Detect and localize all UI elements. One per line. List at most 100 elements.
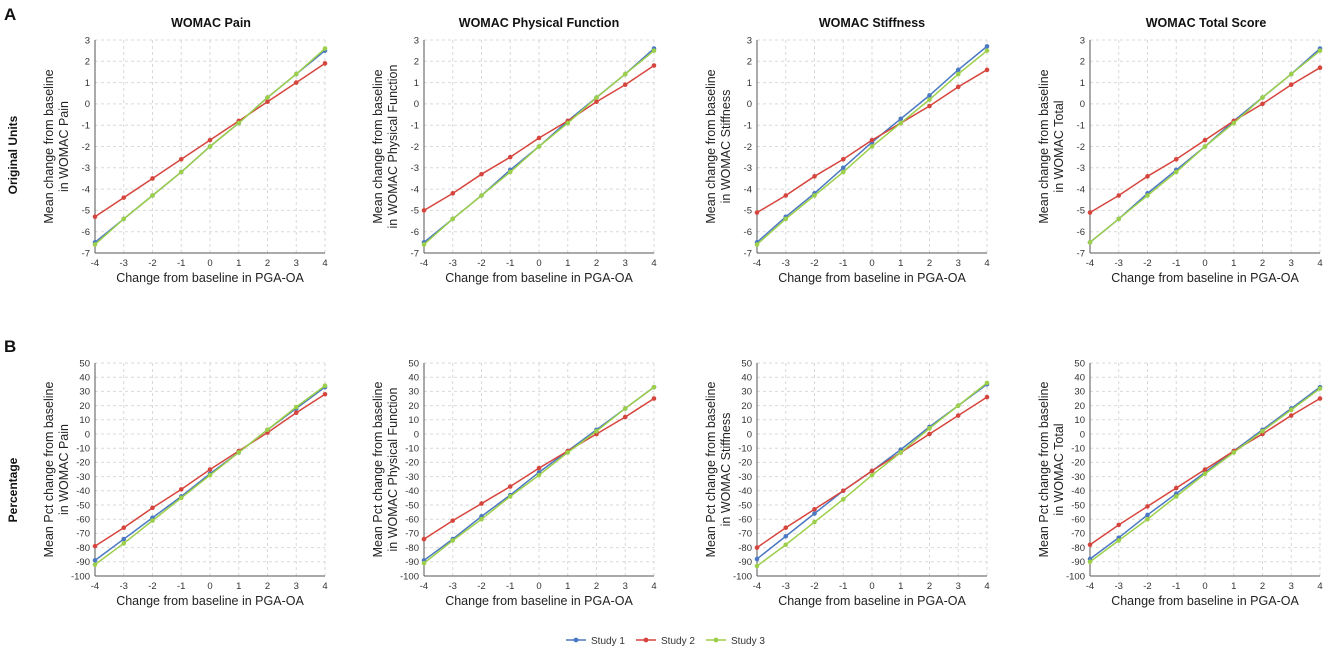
- y-axis-label-line: in WOMAC Stiffness: [719, 90, 733, 204]
- x-tick-label: 3: [294, 258, 299, 269]
- data-point-study-2: [121, 195, 127, 200]
- x-axis-label: Change from baseline in PGA-OA: [778, 271, 966, 285]
- y-tick-label: 40: [1074, 373, 1085, 384]
- y-tick-label: -1: [82, 121, 90, 132]
- data-point-study-3: [651, 384, 657, 390]
- data-point-study-3: [812, 519, 817, 525]
- data-point-study-2: [869, 468, 875, 474]
- data-point-study-3: [536, 472, 542, 478]
- y-axis-label: Mean Pct change from baselinein WOMAC To…: [1037, 382, 1066, 558]
- y-tick-label: -4: [411, 184, 419, 195]
- data-point-study-3: [1260, 95, 1265, 100]
- y-tick-label: -60: [1071, 515, 1085, 526]
- data-point-study-3: [984, 48, 990, 53]
- column-title-pain: WOMAC Pain: [171, 16, 251, 30]
- data-point-study-2: [121, 525, 127, 531]
- data-point-study-3: [178, 495, 184, 501]
- y-tick-label: 0: [414, 99, 419, 110]
- row-label-original-units: Original Units: [6, 115, 20, 194]
- x-tick-label: -2: [148, 258, 156, 269]
- y-tick-label: -2: [744, 142, 752, 153]
- x-tick-label: 2: [594, 258, 599, 269]
- data-point-study-2: [322, 391, 328, 397]
- data-point-study-1: [927, 93, 932, 98]
- y-tick-label: -3: [1077, 163, 1085, 174]
- y-tick-label: 30: [79, 387, 90, 398]
- x-axis-label: Change from baseline in PGA-OA: [1111, 271, 1299, 285]
- x-tick-label: 2: [594, 581, 599, 592]
- y-tick-label: -80: [738, 543, 752, 554]
- y-tick-label: -5: [744, 206, 752, 217]
- data-point-study-2: [322, 61, 328, 66]
- data-point-study-2: [479, 501, 484, 506]
- y-tick-label: -20: [405, 458, 419, 469]
- y-tick-label: -60: [76, 515, 90, 526]
- x-tick-label: -4: [91, 581, 99, 592]
- chart-panel-6: -100-90-80-70-60-50-40-30-20-10010203040…: [704, 358, 990, 608]
- data-point-study-2: [622, 82, 628, 88]
- data-point-study-2: [1260, 101, 1265, 107]
- x-tick-label: -1: [506, 258, 514, 269]
- y-axis-label-line: Mean Pct change from baseline: [704, 382, 718, 558]
- y-axis-label-line: Mean Pct change from baseline: [1037, 382, 1051, 558]
- x-tick-label: -1: [1172, 258, 1180, 269]
- y-tick-label: -50: [1071, 500, 1085, 511]
- data-point-study-3: [178, 169, 184, 175]
- y-tick-label: -40: [738, 486, 752, 497]
- data-point-study-3: [507, 494, 513, 499]
- y-tick-label: 10: [79, 415, 90, 426]
- x-tick-label: 3: [956, 581, 961, 592]
- data-point-study-3: [869, 144, 875, 149]
- y-tick-label: 40: [741, 373, 752, 384]
- x-tick-label: 1: [565, 258, 570, 269]
- data-point-study-2: [984, 67, 990, 73]
- data-point-study-2: [1173, 156, 1179, 162]
- y-tick-label: -5: [1077, 206, 1085, 217]
- x-tick-label: -3: [449, 581, 457, 592]
- data-point-study-3: [565, 450, 571, 455]
- data-point-study-1: [898, 116, 904, 122]
- y-tick-label: -50: [405, 500, 419, 511]
- x-tick-label: 4: [1317, 581, 1322, 592]
- column-title-stiffness: WOMAC Stiffness: [819, 16, 925, 30]
- x-tick-label: 3: [956, 258, 961, 269]
- data-point-study-3: [121, 541, 127, 546]
- y-tick-label: -100: [400, 571, 419, 582]
- data-point-study-3: [1231, 120, 1237, 126]
- x-tick-label: -3: [1115, 581, 1123, 592]
- y-tick-label: -3: [411, 163, 419, 174]
- chart-panel-2: -7 -6 -5 -4 -3 -2 -1 0 1 2 3 -4 -3 -2 -1 0 1 2 3 4 Change fr…: [704, 35, 990, 285]
- data-point-study-3: [421, 242, 427, 247]
- y-tick-label: -6: [82, 227, 90, 238]
- data-point-study-3: [293, 404, 299, 410]
- data-point-study-2: [1087, 210, 1093, 215]
- y-tick-label: 10: [741, 415, 752, 426]
- x-tick-label: -4: [1086, 581, 1094, 592]
- x-tick-label: -3: [1115, 258, 1123, 269]
- data-point-study-1: [984, 44, 990, 49]
- data-point-study-2: [1116, 522, 1122, 528]
- x-tick-label: -1: [177, 581, 185, 592]
- y-axis-label: Mean change from baselinein WOMAC Total: [1037, 69, 1066, 223]
- data-point-study-3: [898, 120, 904, 126]
- chart-panel-3: -7 -6 -5 -4 -3 -2 -1 0 1 2 3 -4 -3 -2 -1 0 1 2 3 4 Change fr…: [1037, 35, 1323, 285]
- data-point-study-3: [121, 216, 127, 222]
- y-tick-label: 40: [79, 373, 90, 384]
- y-tick-label: 2: [1080, 57, 1085, 68]
- data-point-study-2: [178, 487, 184, 492]
- y-tick-label: -40: [405, 486, 419, 497]
- data-point-study-3: [479, 516, 484, 522]
- y-axis-label-line: Mean change from baseline: [704, 69, 718, 223]
- x-tick-label: 2: [927, 258, 932, 269]
- y-tick-label: 20: [741, 401, 752, 412]
- data-point-study-3: [898, 450, 904, 455]
- data-point-study-1: [812, 511, 817, 516]
- data-point-study-3: [507, 169, 513, 175]
- data-point-study-3: [1116, 216, 1122, 222]
- y-tick-label: -30: [1071, 472, 1085, 483]
- legend-item-study-1: Study 1: [566, 636, 625, 647]
- y-axis-label-line: Mean Pct change from baseline: [371, 382, 385, 558]
- data-point-study-3: [236, 450, 242, 455]
- y-tick-label: 3: [414, 35, 419, 46]
- y-tick-label: -70: [405, 529, 419, 540]
